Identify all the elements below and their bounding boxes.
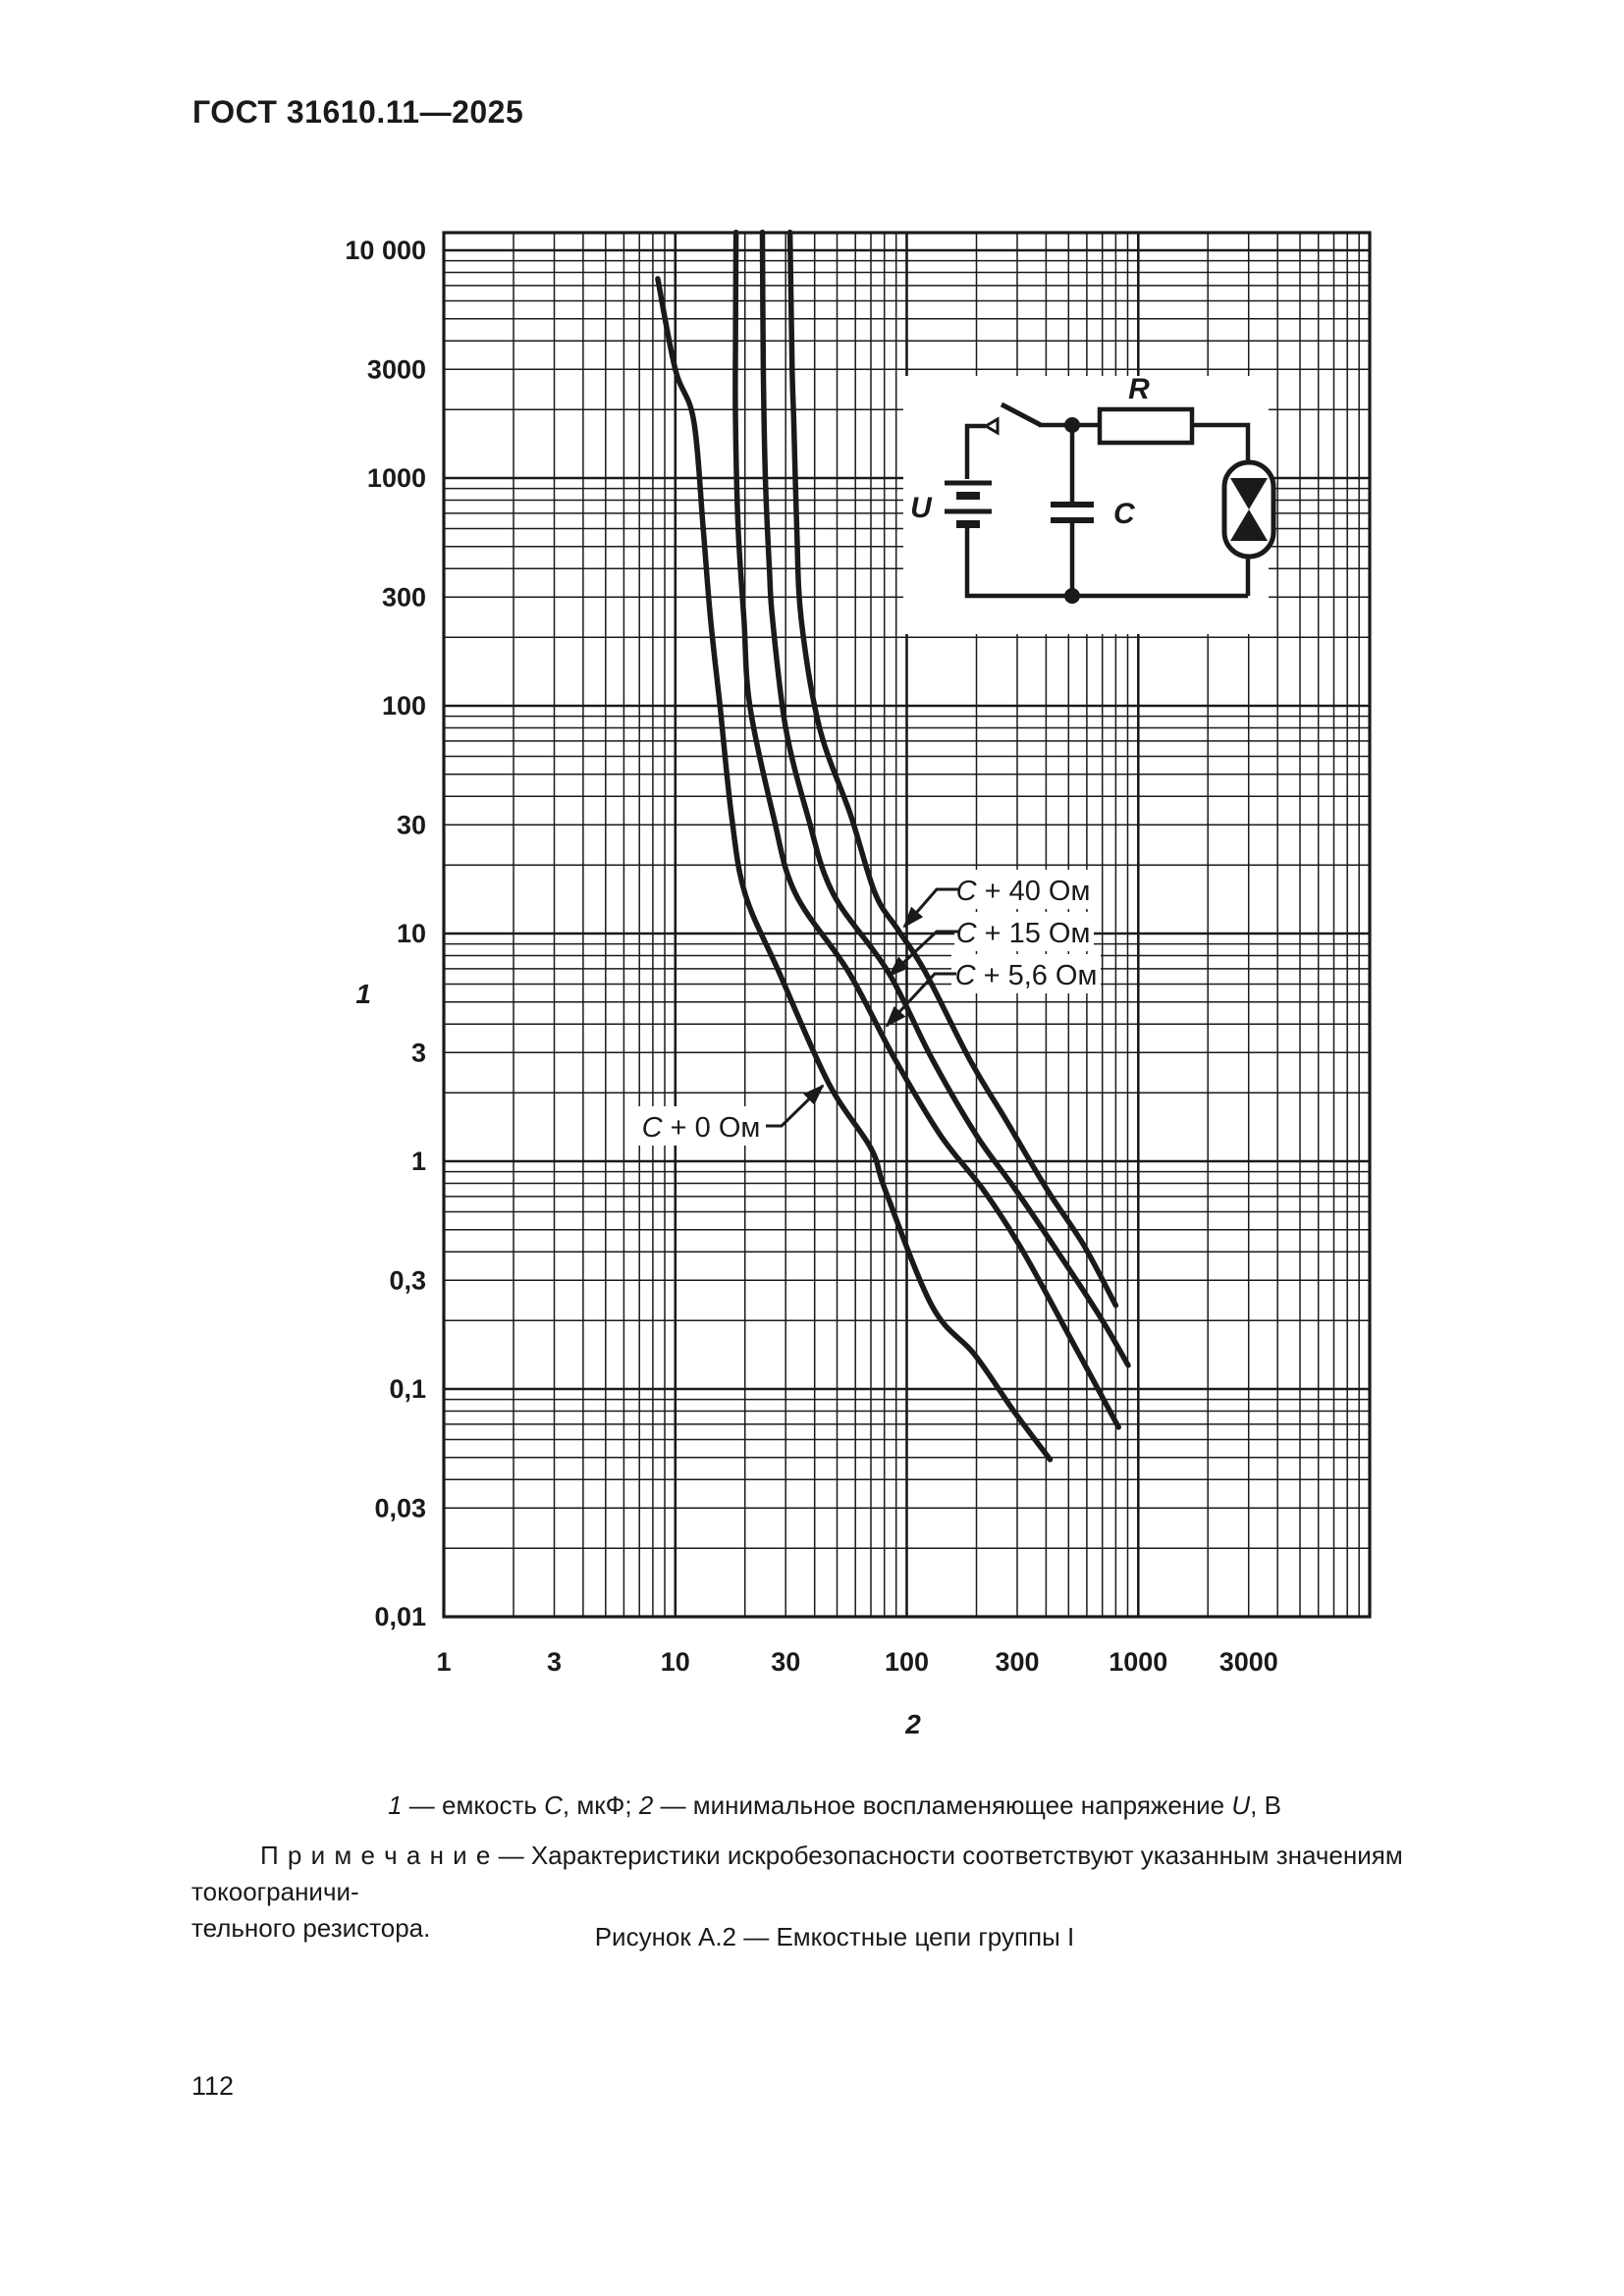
y-tick-label: 10 <box>397 919 426 948</box>
caption-segment: , мкФ; <box>562 1790 639 1820</box>
y-tick-label: 0,01 <box>374 1602 426 1631</box>
callout-arrow <box>888 930 960 978</box>
curve-3 <box>786 229 1119 1308</box>
y-tick-label: 0,1 <box>389 1374 426 1404</box>
wire-bottom <box>964 527 1248 599</box>
y-tick-label: 100 <box>382 691 426 721</box>
curve-0 <box>655 276 1054 1463</box>
resistor-icon <box>1097 406 1195 446</box>
note-block: П р и м е ч а н и е — Характеристики иск… <box>191 1838 1436 1947</box>
y-tick-label: 0,03 <box>374 1493 426 1522</box>
y-tick-label: 1000 <box>367 463 426 493</box>
caption-segment: — емкость <box>402 1790 545 1820</box>
caption-segment: — минимальное воспламеняющее напряжение <box>653 1790 1232 1820</box>
note-text: — Характеристики искробезопасности соотв… <box>191 1841 1403 1906</box>
caption-segment: U <box>1231 1790 1251 1820</box>
figure-caption: Рисунок А.2 — Емкостные цепи группы I <box>594 1922 1075 1951</box>
x-tick-label: 1 <box>436 1647 451 1677</box>
curve-label: С + 5,6 Ом <box>955 960 1098 991</box>
resistor-label: R <box>1128 373 1150 405</box>
x-tick-label: 10 <box>661 1647 690 1677</box>
curve-callouts: С + 40 Ом С + 15 Ом С + 5,6 Ом С + 0 Ом <box>638 870 1101 1146</box>
x-tick-label: 100 <box>885 1647 929 1677</box>
note-label: П р и м е ч а н и е <box>260 1841 492 1870</box>
x-axis-number: 2 <box>904 1709 921 1739</box>
capacitor-label: C <box>1113 498 1136 530</box>
note-line-2: тельного резистора. <box>191 1913 431 1943</box>
caption-segment: , В <box>1250 1790 1281 1820</box>
y-axis-number: 1 <box>355 979 371 1009</box>
spark-gap-electrode-bottom <box>1230 509 1268 541</box>
callout-bg <box>954 870 1094 909</box>
callout-arrow <box>902 887 960 929</box>
curve-label: С + 15 Ом <box>956 918 1091 949</box>
plot-frame <box>442 231 1372 1619</box>
x-tick-label: 1000 <box>1109 1647 1167 1677</box>
junction-dot-bottom <box>1064 588 1080 604</box>
curve-label: С + 40 Ом <box>956 876 1091 907</box>
note-line-1: П р и м е ч а н и е — Характеристики иск… <box>191 1838 1436 1910</box>
curve-2 <box>759 229 1131 1368</box>
caption-segment: 2 <box>638 1790 654 1820</box>
y-tick-label: 1 <box>411 1147 426 1176</box>
y-tick-label: 10 000 <box>345 236 426 265</box>
callout-bg <box>951 954 1101 993</box>
callout-arrow <box>885 972 956 1028</box>
x-tick-label: 30 <box>771 1647 800 1677</box>
spark-gap-electrode-top <box>1230 478 1268 509</box>
caption-segment: 1 <box>388 1790 403 1820</box>
axis-tick-labels: 10 000 3000 1000 300 100 30 10 3 1 0,3 0,1 0,03 0,01… <box>345 236 1277 1739</box>
curve-1 <box>732 229 1121 1430</box>
callout-arrow <box>766 1084 825 1128</box>
switch-contact-icon <box>983 416 1000 436</box>
y-tick-label: 0,3 <box>389 1265 426 1295</box>
y-tick-label: 3 <box>411 1038 426 1067</box>
curve-layer <box>655 229 1131 1463</box>
callout-bg <box>954 912 1094 951</box>
wire-resistor-to-gap <box>1192 422 1251 463</box>
source-label: U <box>910 492 933 524</box>
curve-label: С + 0 Ом <box>642 1112 761 1144</box>
switch-blade-icon <box>1000 401 1043 428</box>
wire-battery-top <box>964 423 986 479</box>
circuit-inset: R C U <box>903 373 1276 634</box>
callout-bg <box>638 1106 764 1146</box>
y-tick-label: 300 <box>382 582 426 612</box>
y-tick-label: 3000 <box>367 354 426 384</box>
page-number: 112 <box>191 2071 235 2101</box>
axes-legend-caption: 1 — емкость С, мкФ; 2 — минимальное восп… <box>236 1790 1434 1821</box>
x-tick-label: 300 <box>995 1647 1039 1677</box>
y-tick-label: 30 <box>397 810 426 839</box>
x-tick-label: 3 <box>547 1647 562 1677</box>
document-header: ГОСТ 31610.11—2025 <box>192 94 524 130</box>
x-tick-label: 3000 <box>1219 1647 1278 1677</box>
caption-segment: С <box>544 1790 563 1820</box>
